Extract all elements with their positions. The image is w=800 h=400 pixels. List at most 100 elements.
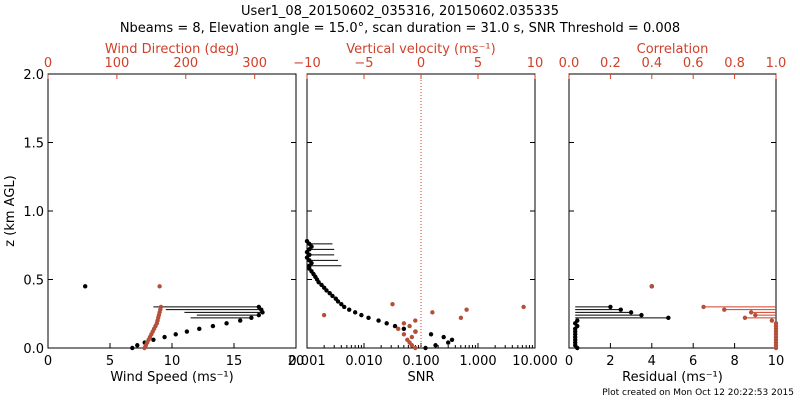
bottom-series-point-snr — [327, 291, 332, 296]
y-tick-label: 1.0 — [23, 205, 44, 220]
bottom-series-point-wind — [256, 304, 261, 310]
x-tick-label-wind: 20 — [288, 354, 305, 369]
top-series-point-snr — [390, 301, 395, 307]
top-series-point-snr — [407, 323, 412, 329]
bottom-series-point-snr — [384, 321, 389, 326]
top-axis-label-residual: Correlation — [637, 42, 709, 57]
top-series-point-snr — [413, 329, 418, 334]
bottom-series-point-wind — [135, 343, 140, 348]
top-tick-label-residual: 0.8 — [724, 56, 745, 71]
bottom-series-point-snr — [304, 238, 310, 244]
x-tick-label-residual: 4 — [648, 354, 656, 369]
top-series-point-snr — [413, 318, 418, 323]
top-tick-label-snr: 5 — [474, 56, 482, 71]
x-tick-label-snr: 10.000 — [512, 354, 558, 369]
bottom-series-point-snr — [449, 337, 455, 342]
top-tick-label-wind: 0 — [44, 56, 52, 71]
top-series-point-residual — [773, 321, 779, 326]
x-tick-label-snr: 0.010 — [345, 354, 382, 369]
bottom-series-point-snr — [401, 326, 407, 332]
y-axis-label: z (km AGL) — [3, 175, 18, 246]
top-tick-label-snr: −5 — [354, 56, 373, 71]
bottom-series-point-residual — [628, 310, 634, 315]
bottom-series-point-snr — [319, 282, 324, 288]
bottom-series-point-wind — [83, 284, 88, 289]
top-series-point-residual — [742, 315, 748, 321]
top-tick-label-residual: 0.0 — [559, 56, 580, 71]
bottom-series-point-snr — [330, 293, 335, 299]
bottom-series-point-snr — [392, 323, 398, 329]
bottom-series-point-residual — [608, 304, 613, 310]
y-tick-label: 0.5 — [23, 274, 44, 289]
x-axis-label-residual: Residual (ms⁻¹) — [622, 370, 723, 385]
bottom-series-point-snr — [359, 312, 364, 318]
top-axis-label-snr: Vertical velocity (ms⁻¹) — [346, 42, 495, 57]
bottom-series-point-snr — [333, 296, 338, 301]
bottom-series-point-residual — [618, 307, 623, 312]
top-tick-label-residual: 1.0 — [766, 56, 787, 71]
bottom-series-point-wind — [151, 337, 156, 342]
top-series-point-residual — [753, 312, 758, 318]
bottom-series-point-snr — [321, 285, 327, 290]
top-series-point-wind — [158, 304, 164, 310]
x-tick-label-residual: 6 — [689, 354, 697, 369]
bottom-series-point-snr — [441, 334, 446, 340]
top-tick-label-wind: 300 — [242, 56, 267, 71]
top-tick-label-wind: 100 — [104, 56, 129, 71]
top-series-point-snr — [321, 312, 327, 318]
top-tick-label-snr: 0 — [417, 56, 425, 71]
bottom-series-point-snr — [445, 340, 451, 345]
plot-frame-snr — [306, 73, 536, 349]
x-tick-label-wind: 10 — [164, 354, 181, 369]
bottom-series-point-snr — [339, 301, 344, 307]
x-tick-label-snr: 1.000 — [459, 354, 496, 369]
bottom-series-point-snr — [423, 345, 428, 351]
bottom-series-point-wind — [249, 315, 254, 321]
top-series-point-snr — [521, 304, 526, 310]
bottom-series-point-wind — [210, 323, 216, 329]
bottom-series-point-residual — [575, 318, 580, 323]
bottom-series-point-snr — [366, 315, 371, 321]
bottom-series-point-wind — [130, 345, 135, 351]
x-tick-label-wind: 15 — [226, 354, 243, 369]
y-tick-label: 1.5 — [23, 137, 44, 152]
top-tick-label-residual: 0.2 — [600, 56, 621, 71]
top-series-point-snr — [409, 334, 415, 340]
x-tick-label-residual: 8 — [730, 354, 738, 369]
bottom-series-point-snr — [376, 318, 381, 323]
x-tick-label-wind: 0 — [44, 354, 52, 369]
bottom-series-point-snr — [342, 304, 347, 310]
top-series-point-snr — [458, 315, 464, 321]
x-tick-label-snr: 0.100 — [402, 354, 439, 369]
x-tick-label-residual: 0 — [565, 354, 573, 369]
x-axis-label-wind: Wind Speed (ms⁻¹) — [110, 370, 233, 385]
bottom-series-point-wind — [173, 332, 178, 337]
x-tick-label-residual: 10 — [768, 354, 785, 369]
top-series-point-snr — [401, 321, 407, 326]
top-series-point-residual — [722, 307, 727, 312]
top-series-point-snr — [464, 307, 469, 312]
top-series-point-residual — [748, 310, 754, 315]
top-tick-label-wind: 200 — [173, 56, 198, 71]
top-tick-label-snr: 10 — [527, 56, 544, 71]
x-tick-label-snr: 0.001 — [288, 354, 325, 369]
y-tick-label: 0.0 — [23, 342, 44, 357]
top-tick-label-snr: −10 — [293, 56, 320, 71]
bottom-series-point-wind — [197, 326, 202, 332]
top-series-point-residual — [649, 284, 654, 289]
top-series-point-snr — [413, 345, 418, 351]
x-axis-label-snr: SNR — [407, 370, 434, 385]
top-series-point-residual — [701, 304, 706, 310]
top-tick-label-residual: 0.4 — [641, 56, 662, 71]
bottom-series-point-wind — [162, 334, 167, 340]
bottom-series-point-residual — [666, 315, 671, 321]
bottom-series-point-wind — [184, 329, 190, 334]
plot-footer: Plot created on Mon Oct 12 20:22:53 2015 — [602, 388, 794, 398]
x-tick-label-residual: 2 — [606, 354, 614, 369]
chart-title: User1_08_20150602_035316, 20150602.03533… — [241, 4, 559, 19]
top-series-point-snr — [401, 332, 407, 337]
bottom-series-point-snr — [428, 332, 434, 337]
top-axis-label-wind: Wind Direction (deg) — [105, 42, 239, 57]
top-series-point-wind — [157, 284, 162, 289]
